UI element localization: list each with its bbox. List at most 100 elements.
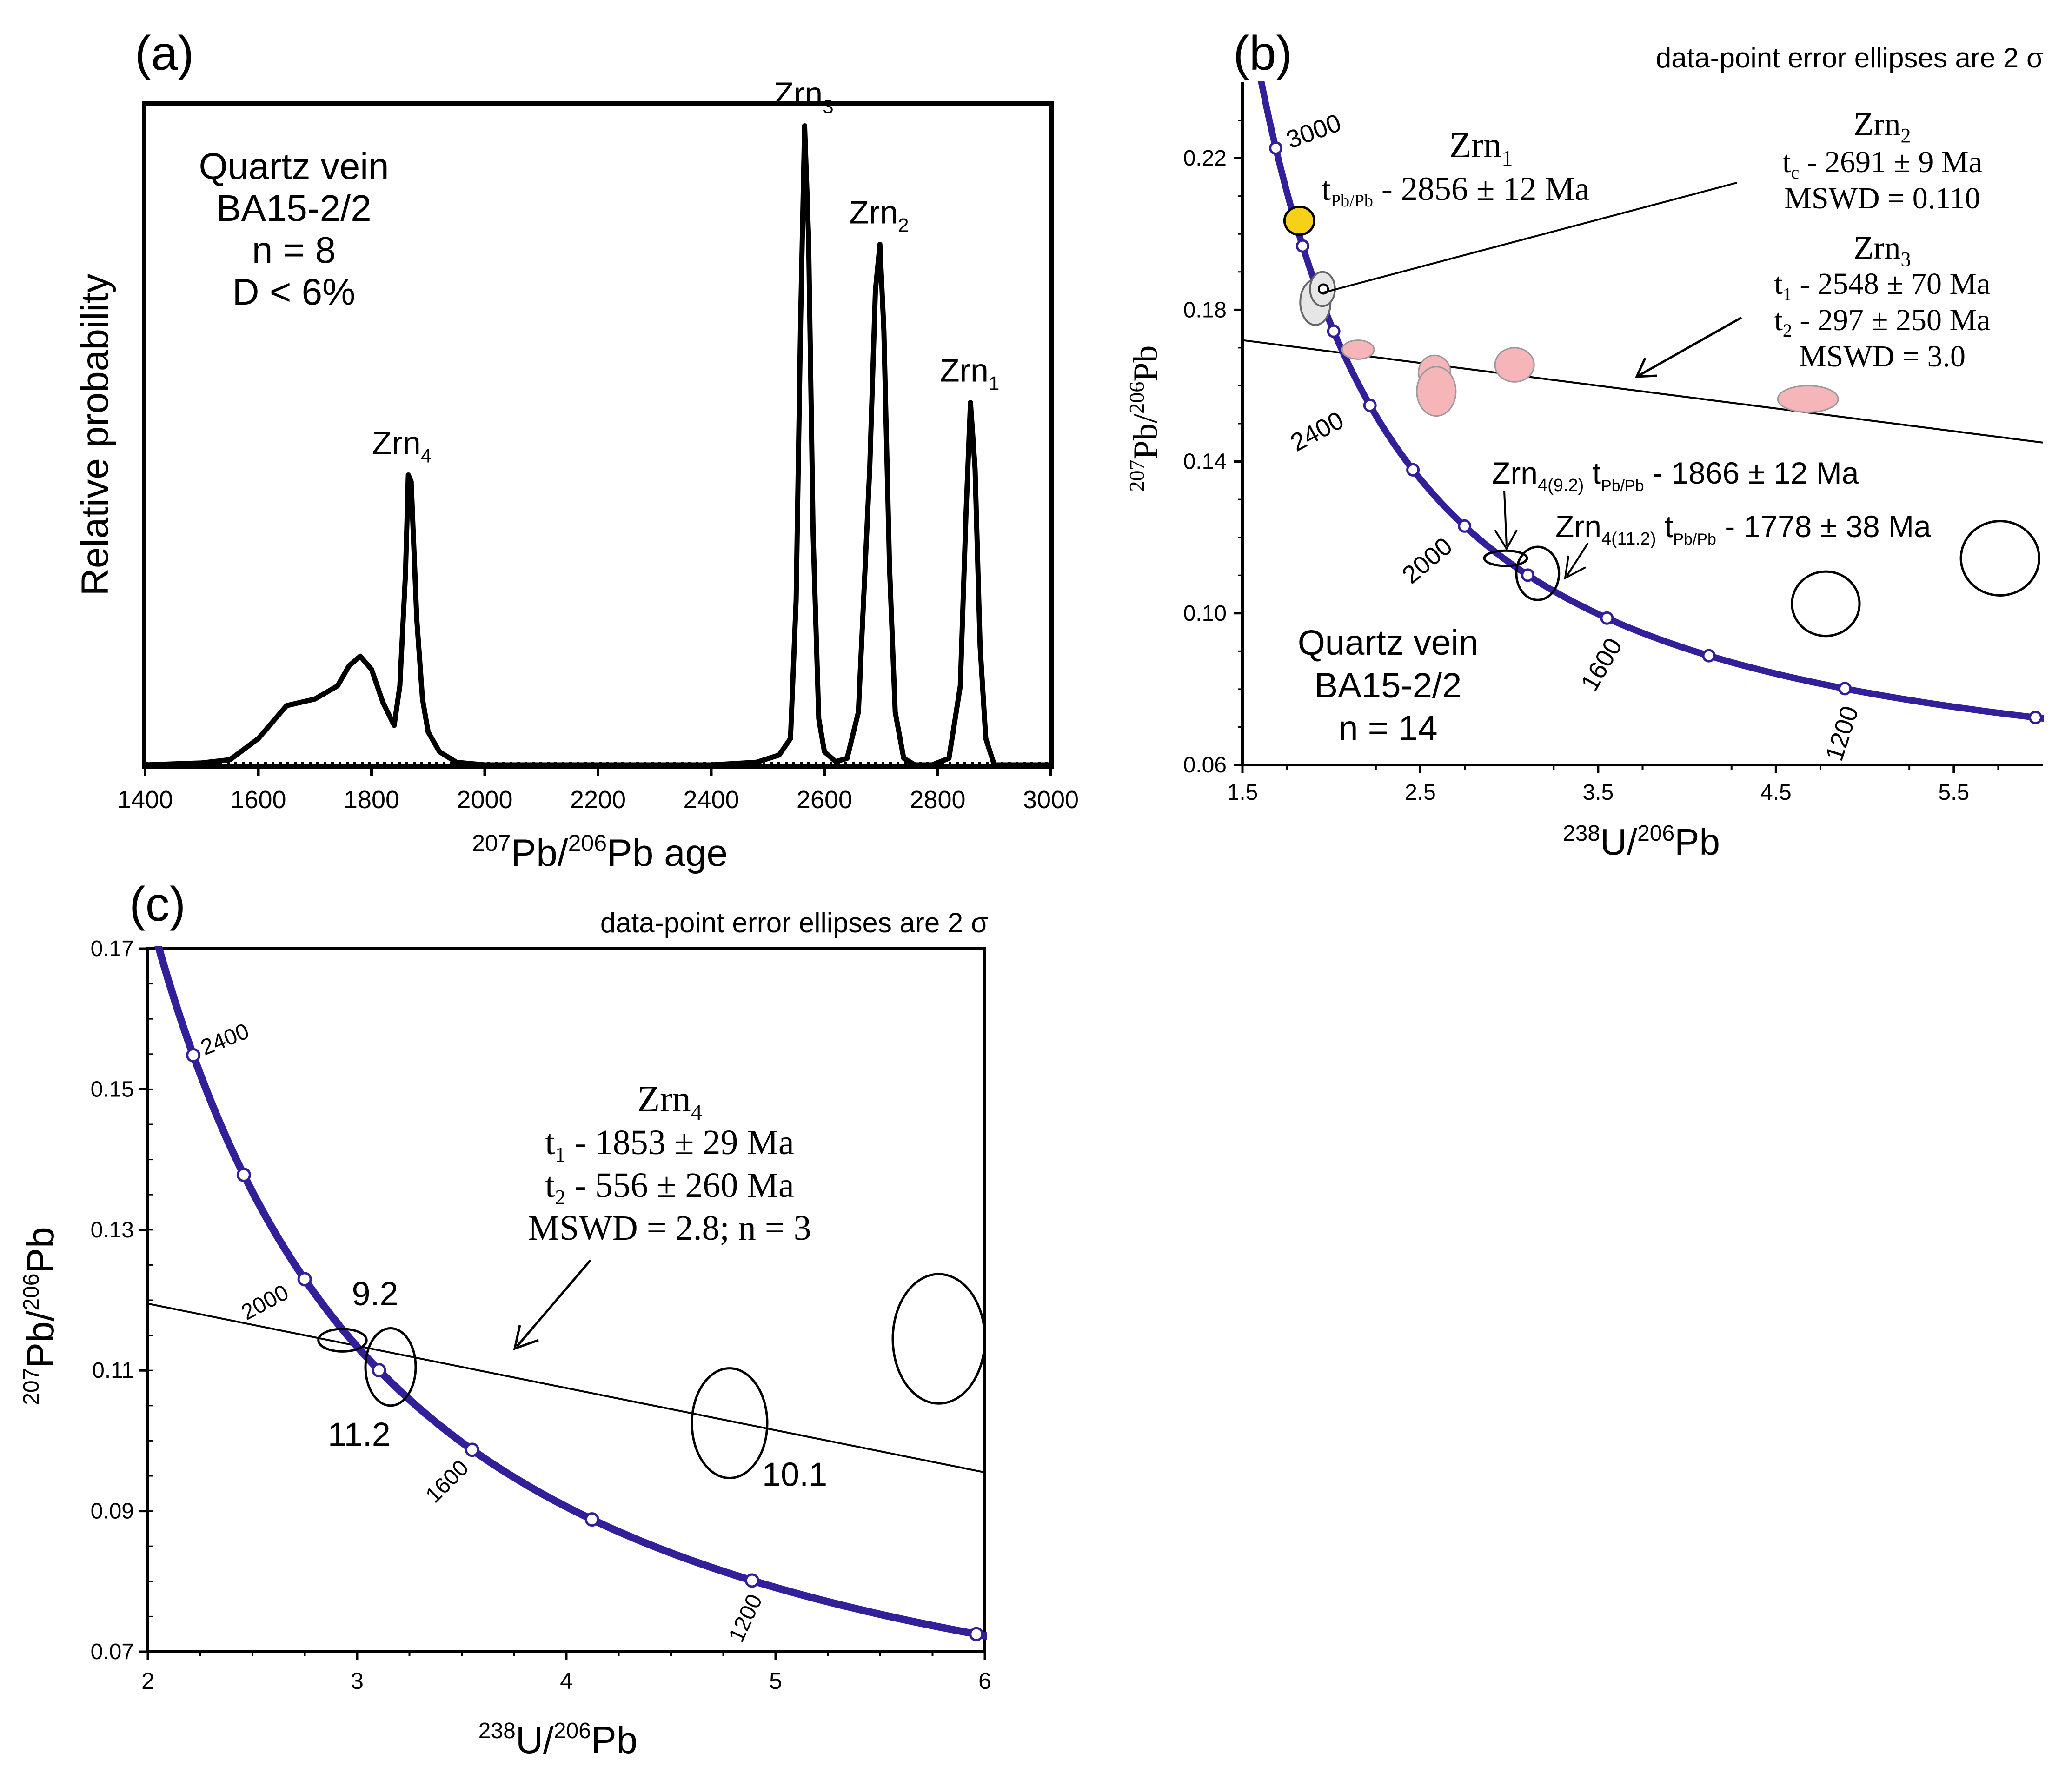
- panel-c-zrn4-t2: t2 - 556 ± 260 Ma: [545, 1166, 794, 1209]
- panel-a-annotation-line-2: BA15-2/2: [216, 187, 372, 229]
- panel-b-pink-ellipse: [1416, 366, 1457, 417]
- panel-b-age-label-3000: 3000: [1283, 109, 1345, 154]
- panel-c-age-mark: [236, 1168, 251, 1182]
- panel-b-zrn2-leader: [1322, 182, 1737, 294]
- panel-a-y-axis-label: Relative probability: [74, 274, 116, 596]
- panel-a-x-tick-label: 2800: [910, 786, 965, 814]
- panel-b-zrn3-title: Zrn3: [1853, 230, 1911, 271]
- panel-b-error-ellipses: [1283, 206, 2040, 638]
- panel-c-y-tick-label: 0.15: [91, 1077, 134, 1102]
- panel-b-axes: 1.5 2.5 3.5 4.5 5.5 0.06 0.10 0.14 0.18 0.22: [1183, 82, 2043, 805]
- panel-a-annotation-line-1: Quartz vein: [199, 146, 389, 187]
- panel-b-age-mark: [1600, 611, 1614, 625]
- panel-b-pink-ellipse: [1777, 385, 1839, 413]
- panel-c-age-label-2000: 2000: [237, 1280, 292, 1325]
- panel-c-zrn4-title: Zrn4: [637, 1079, 702, 1125]
- panel-c-x-axis-label: 238U/206Pb: [478, 1719, 638, 1761]
- panel-c-y-tick-label: 0.09: [91, 1499, 134, 1524]
- panel-a-label: (a): [135, 27, 194, 80]
- panel-b-open-ellipse: [1959, 520, 2040, 597]
- panel-b: (b) data-point error ellipses are 2 σ 1.…: [1125, 27, 2044, 863]
- panel-a-x-tick-label: 2400: [683, 786, 739, 814]
- panel-a-x-axis-label: 207Pb/206Pb age: [472, 830, 728, 874]
- panel-b-age-label-1600: 1600: [1575, 633, 1627, 696]
- panel-c-age-label-1600: 1600: [421, 1455, 473, 1508]
- panel-b-y-tick-label: 0.22: [1183, 146, 1227, 171]
- panel-a-annotation-line-3: n = 8: [252, 229, 336, 271]
- panel-c-label: (c): [129, 877, 186, 931]
- panel-b-label: (b): [1233, 27, 1292, 80]
- panel-a-peak-label: Zrn2: [849, 194, 909, 236]
- panel-a-peak-labels: Zrn4 Zrn3 Zrn2 Zrn1: [372, 76, 1000, 467]
- panel-b-age-mark: [1295, 239, 1309, 253]
- panel-b-y-tick-label: 0.10: [1183, 601, 1227, 626]
- panel-a: (a) 1400 1600 1800 2000 2200 2400 2600 2800 3000…: [74, 27, 1079, 874]
- panel-c-open-ellipse: [891, 1273, 986, 1405]
- panel-b-annotation-line-2: BA15-2/2: [1315, 666, 1462, 705]
- panel-b-age-mark: [1406, 463, 1420, 477]
- panel-a-peak-label: Zrn4: [372, 425, 432, 467]
- panel-a-annotation-line-4: D < 6%: [232, 271, 356, 312]
- panel-a-x-axis: 1400 1600 1800 2000 2200 2400 2600 2800 3000: [117, 762, 1079, 814]
- panel-c-age-mark: [465, 1442, 479, 1457]
- panel-b-x-tick-label: 2.5: [1405, 780, 1436, 805]
- panel-a-peak-label: Zrn1: [940, 352, 999, 394]
- panel-c-x-tick-label: 6: [978, 1668, 991, 1694]
- panel-c-ellipse-label: 9.2: [352, 1275, 398, 1313]
- panel-a-x-tick-label: 2200: [570, 786, 626, 814]
- panel-b-zrn2-mswd: MSWD = 0.110: [1784, 181, 1980, 215]
- panel-b-age-mark: [1458, 519, 1472, 533]
- panel-b-zrn2-age: tc - 2691 ± 9 Ma: [1782, 145, 1982, 183]
- panel-b-x-tick-label: 3.5: [1583, 780, 1614, 805]
- panel-b-zrn3-arrow: [1635, 316, 1742, 378]
- panel-b-zrn3-t2: t2 - 297 ± 250 Ma: [1774, 303, 1990, 341]
- panel-c-x-tick-label: 4: [560, 1668, 573, 1694]
- panel-c-age-label-2400: 2400: [197, 1019, 252, 1060]
- panel-b-age-mark: [1327, 324, 1341, 338]
- panel-b-zrn3-t1: t1 - 2548 ± 70 Ma: [1774, 267, 1990, 305]
- panel-c-age-mark: [186, 1048, 201, 1063]
- panel-a-probability-curve: [145, 123, 1051, 768]
- panel-b-yellow-point: [1283, 206, 1315, 236]
- panel-c-age-mark: [744, 1573, 759, 1588]
- panel-a-x-tick-label: 1800: [344, 786, 399, 814]
- panel-c-y-tick-label: 0.17: [91, 937, 134, 961]
- panel-b-x-axis-label: 238U/206Pb: [1563, 821, 1720, 863]
- panel-b-open-ellipse: [1483, 549, 1528, 567]
- panel-b-zrn1-age: tPb/Pb - 2856 ± 12 Ma: [1322, 170, 1589, 211]
- panel-b-age-label-2400: 2400: [1286, 406, 1348, 457]
- panel-a-x-tick-label: 1600: [230, 786, 286, 814]
- panel-a-peak-label: Zrn3: [774, 76, 833, 118]
- panel-c-y-tick-label: 0.11: [92, 1358, 134, 1383]
- panel-b-age-mark: [1838, 682, 1852, 696]
- panel-b-x-tick-label: 4.5: [1760, 780, 1792, 805]
- panel-b-age-label-1200: 1200: [1820, 703, 1864, 764]
- panel-b-zrn4a-label: Zrn4(9.2) tPb/Pb - 1866 ± 12 Ma: [1492, 456, 1859, 495]
- panel-b-y-tick-label: 0.18: [1183, 298, 1227, 322]
- panel-b-y-axis-label: 207Pb/206Pb: [1125, 345, 1165, 492]
- panel-b-open-ellipse: [1791, 570, 1861, 638]
- panel-b-age-mark: [2028, 711, 2042, 724]
- panel-a-x-tick-label: 2000: [457, 786, 512, 814]
- panel-b-zrn3-mswd: MSWD = 3.0: [1799, 339, 1966, 373]
- panel-c-axes: 2 3 4 5 6 0.07 0.09 0.11 0.13 0.15 0.17: [91, 937, 991, 1694]
- panel-c-x-tick-label: 2: [141, 1668, 154, 1694]
- panel-b-zrn4b-arrow: [1564, 542, 1589, 580]
- panel-b-header: data-point error ellipses are 2 σ: [1656, 42, 2044, 73]
- panel-c-error-ellipses: 9.2 11.2 10.1: [317, 1273, 986, 1494]
- panel-c-y-tick-label: 0.07: [91, 1640, 134, 1664]
- panel-c-concordia-age-marks: [186, 1048, 984, 1641]
- panel-b-open-ellipse: [1515, 545, 1561, 601]
- panel-a-x-tick-label: 3000: [1023, 786, 1079, 814]
- panel-c-age-label-1200: 1200: [724, 1590, 767, 1646]
- panel-c-open-ellipse: [364, 1327, 417, 1407]
- panel-b-zrn1-title: Zrn1: [1449, 125, 1513, 171]
- panel-b-annotation-line-1: Quartz vein: [1298, 623, 1479, 663]
- panel-b-pink-ellipse: [1494, 347, 1535, 383]
- panel-b-zrn4b-label: Zrn4(11.2) tPb/Pb - 1778 ± 38 Ma: [1555, 509, 1931, 549]
- panel-c-x-tick-label: 3: [351, 1668, 364, 1694]
- panel-c-discordia-line: [147, 1302, 985, 1474]
- panel-c-header: data-point error ellipses are 2 σ: [600, 907, 988, 938]
- panel-b-x-tick-label: 1.5: [1227, 780, 1258, 805]
